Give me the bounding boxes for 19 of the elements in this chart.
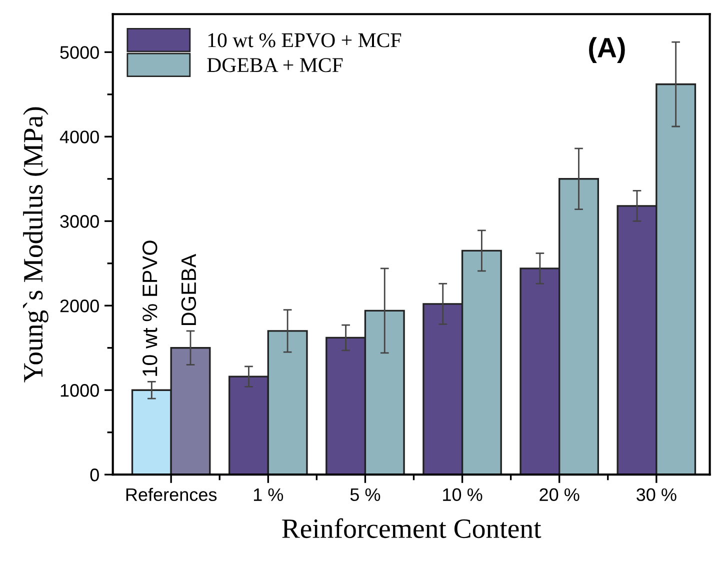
x-tick-label: References — [126, 488, 217, 502]
legend-label: DGEBA + MCF — [207, 58, 343, 72]
y-tick-label: 4000 — [60, 130, 99, 144]
annotation: DGEBA — [181, 254, 196, 326]
x-axis-title: Reinforcement Content — [282, 518, 542, 538]
x-tick-label: 1 % — [254, 488, 284, 501]
legend-label: 10 wt % EPVO + MCF — [208, 33, 402, 48]
x-tick-label: 30 % — [636, 488, 676, 502]
x-tick-label: 5 % — [350, 488, 380, 502]
y-axis-title: Young`s Modulus (MPa) — [23, 107, 48, 382]
y-tick-label: 3000 — [60, 215, 99, 228]
y-tick-label: 1000 — [60, 384, 99, 397]
y-tick-label: 2000 — [60, 300, 99, 312]
x-tick-label: 20 % — [540, 488, 580, 502]
annotation: 10 wt % EPVO — [142, 240, 158, 376]
x-tick-label: 10 % — [443, 488, 482, 502]
annotation: (A) — [589, 37, 625, 64]
y-tick-label: 5000 — [60, 46, 99, 59]
y-tick-label: 0 — [90, 468, 99, 482]
